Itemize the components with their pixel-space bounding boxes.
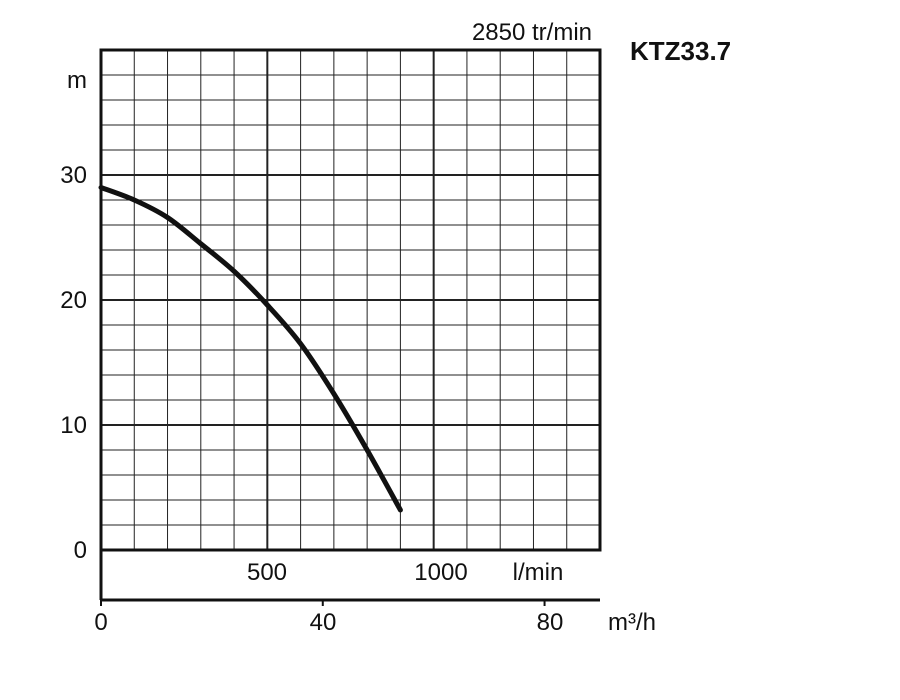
chart-subtitle: 2850 tr/min bbox=[472, 19, 592, 46]
x-lmin-unit-label: l/min bbox=[513, 559, 564, 586]
y-tick-label: 0 bbox=[74, 537, 87, 564]
x-m3h-tick-label: 40 bbox=[310, 609, 337, 636]
performance-curve bbox=[98, 185, 403, 513]
chart-title: KTZ33.7 bbox=[630, 36, 731, 66]
y-tick-label: 30 bbox=[60, 162, 87, 189]
plot-frame bbox=[99, 48, 602, 552]
grid bbox=[101, 50, 600, 550]
x-m3h-unit-label: m³/h bbox=[608, 609, 656, 636]
m3h-axis-ticks bbox=[100, 600, 546, 606]
y-tick-label: 20 bbox=[60, 287, 87, 314]
x-m3h-tick-label: 80 bbox=[537, 609, 564, 636]
x-lmin-tick-label: 1000 bbox=[414, 559, 467, 586]
x-lmin-tick-label: 500 bbox=[247, 559, 287, 586]
y-tick-label: 10 bbox=[60, 412, 87, 439]
y-axis-unit-label: m bbox=[67, 67, 87, 94]
x-m3h-tick-label: 0 bbox=[94, 609, 107, 636]
